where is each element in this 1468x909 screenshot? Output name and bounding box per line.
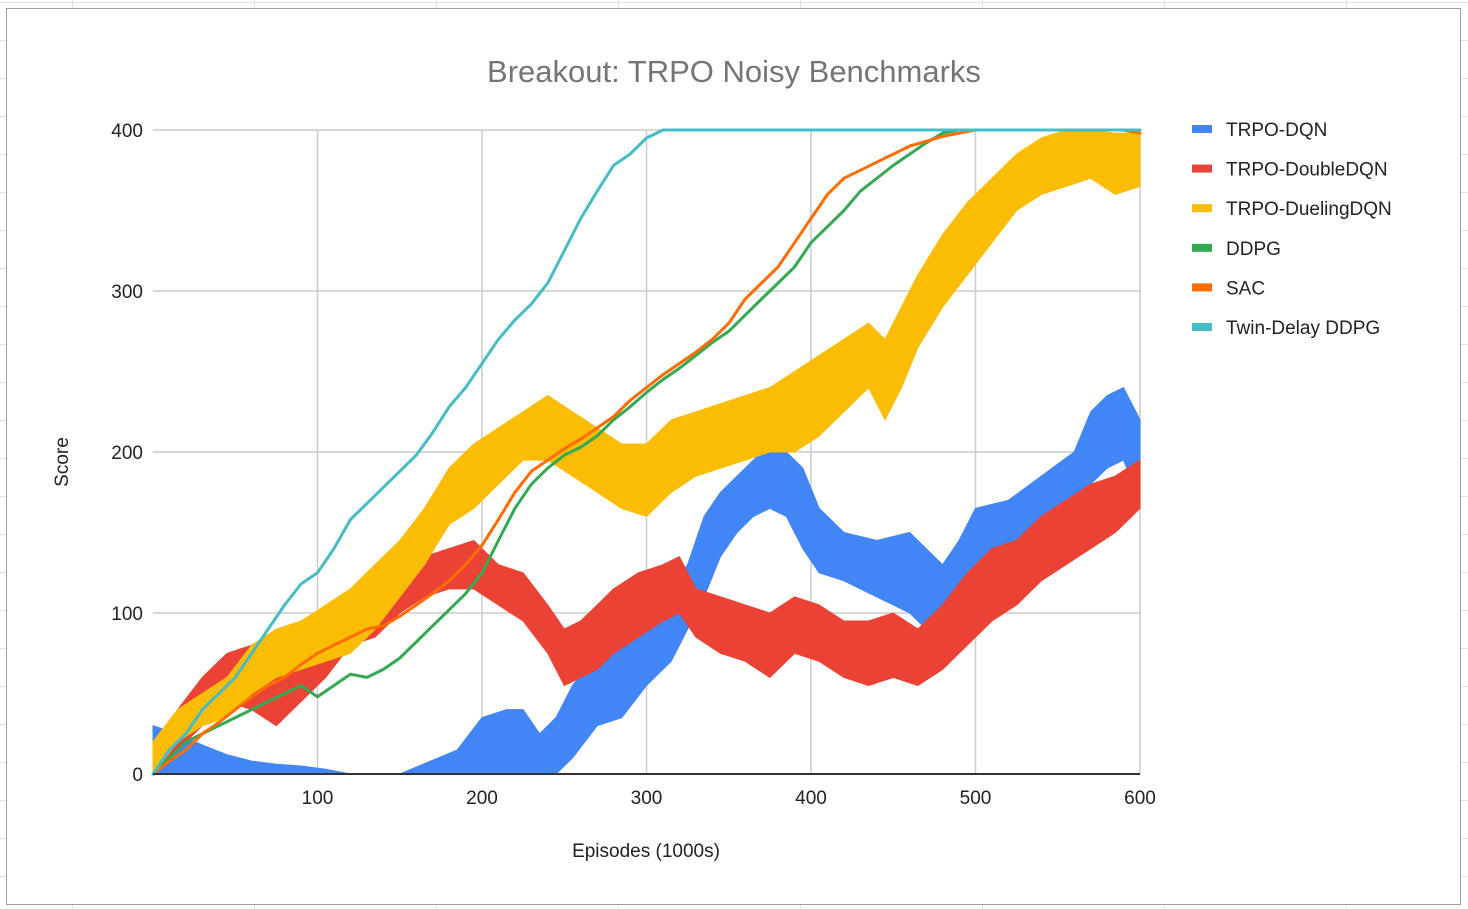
series-band-trpo-doubledqn	[152, 459, 1141, 775]
x-tick-label: 300	[631, 788, 663, 809]
legend-label-trpo-duelingdqn: TRPO-DuelingDQN	[1226, 199, 1392, 220]
legend-label-trpo-doubledqn: TRPO-DoubleDQN	[1226, 160, 1388, 181]
x-axis-label: Episodes (1000s)	[572, 841, 720, 862]
line-series	[151, 128, 1142, 776]
y-tick-label: 200	[111, 443, 143, 464]
legend-label-sac: SAC	[1226, 278, 1265, 299]
y-axis-label: Score	[52, 437, 73, 487]
legend-label-twin-delay-ddpg: Twin-Delay DDPG	[1226, 318, 1380, 339]
legend-label-ddpg: DDPG	[1226, 239, 1281, 260]
y-tick-label: 0	[132, 765, 143, 786]
legend-swatch-trpo-doubledqn	[1192, 164, 1212, 173]
x-tick-label: 500	[960, 788, 992, 809]
x-tick-label: 200	[466, 788, 498, 809]
chart-title: Breakout: TRPO Noisy Benchmarks	[487, 54, 981, 89]
x-tick-label: 400	[795, 788, 827, 809]
series-line-twin-delay-ddpg	[151, 128, 1142, 776]
axes: 100 200 300 400 500 600 0 100 200 300 400	[111, 121, 1156, 809]
legend-swatch-ddpg	[1192, 243, 1212, 252]
legend-swatch-sac	[1192, 283, 1212, 292]
y-tick-label: 300	[111, 282, 143, 303]
x-tick-label: 100	[302, 788, 334, 809]
legend-swatch-trpo-duelingdqn	[1192, 204, 1212, 213]
y-tick-label: 100	[111, 604, 143, 625]
legend-swatch-twin-delay-ddpg	[1192, 323, 1212, 331]
y-tick-label: 400	[111, 121, 143, 142]
legend: TRPO-DQN TRPO-DoubleDQN TRPO-DuelingDQN DDP…	[1192, 120, 1392, 339]
series-band-trpo-duelingdqn	[152, 129, 1141, 775]
legend-label-trpo-dqn: TRPO-DQN	[1226, 120, 1327, 141]
legend-swatch-trpo-dqn	[1192, 125, 1212, 133]
x-tick-label: 600	[1124, 788, 1156, 809]
